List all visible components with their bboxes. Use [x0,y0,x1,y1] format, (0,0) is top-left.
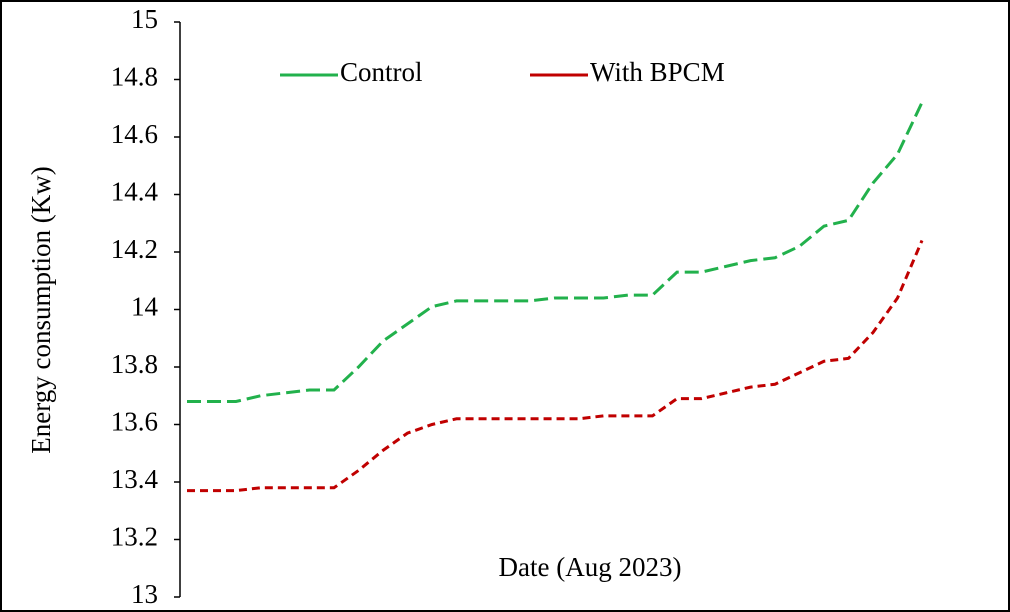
y-tick-label: 14.4 [111,177,159,207]
x-axis-label: Date (Aug 2023) [499,552,682,582]
y-tick-label: 14 [131,292,159,322]
series-line [187,239,924,493]
y-tick-label: 14.2 [111,234,158,264]
y-tick-label: 13.4 [111,464,159,494]
y-tick-label: 13.8 [111,349,158,379]
legend-label: Control [340,57,423,87]
y-tick-label: 13.2 [111,522,158,552]
y-tick-label: 15 [131,4,158,34]
y-tick-label: 14.6 [111,119,158,149]
y-axis-label: Energy consumption (Kw) [26,166,56,453]
y-tick-label: 14.8 [111,62,158,92]
y-tick-label: 13 [131,579,158,609]
series-line [187,101,924,403]
y-tick-label: 13.6 [111,407,158,437]
legend-label: With BPCM [590,57,725,87]
